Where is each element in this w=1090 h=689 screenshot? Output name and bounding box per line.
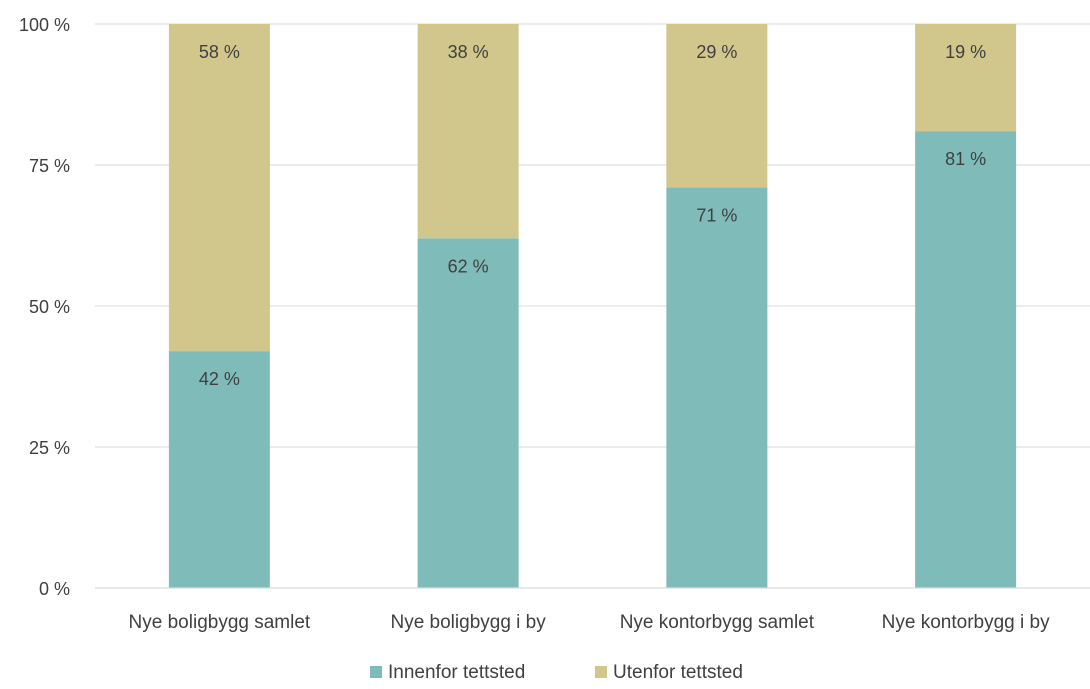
x-category-label: Nye kontorbygg i by <box>882 612 1050 633</box>
bar-utenfor-1 <box>417 24 519 239</box>
data-label: 62 % <box>448 256 489 276</box>
x-category-label: Nye boligbygg i by <box>390 612 546 633</box>
data-labels: 42 % 58 % 62 % 38 % 71 % 29 % 81 % 19 % <box>199 42 986 389</box>
y-tick-label: 100 % <box>19 15 70 35</box>
x-category-label: Nye boligbygg samlet <box>129 612 311 633</box>
y-tick-label: 0 % <box>39 579 70 599</box>
data-label: 38 % <box>448 42 489 62</box>
legend-label-innenfor: Innenfor tettsted <box>388 662 525 683</box>
bar-utenfor-2 <box>666 24 768 188</box>
bar-innenfor-0 <box>168 351 270 588</box>
x-category-label: Nye kontorbygg samlet <box>620 612 815 633</box>
y-tick-label: 25 % <box>29 438 70 458</box>
legend-swatch-utenfor <box>595 666 607 678</box>
data-label: 71 % <box>696 206 737 226</box>
bar-utenfor-3 <box>915 24 1017 132</box>
data-label: 58 % <box>199 42 240 62</box>
bar-innenfor-3 <box>915 131 1017 588</box>
data-label: 19 % <box>945 42 986 62</box>
bars <box>168 24 1017 588</box>
bar-innenfor-2 <box>666 187 768 588</box>
data-label: 81 % <box>945 149 986 169</box>
bar-innenfor-1 <box>417 238 519 588</box>
data-label: 29 % <box>696 42 737 62</box>
data-label: 42 % <box>199 369 240 389</box>
legend-label-utenfor: Utenfor tettsted <box>613 662 743 683</box>
legend: Innenfor tettsted Utenfor tettsted <box>370 662 743 683</box>
legend-swatch-innenfor <box>370 666 382 678</box>
y-tick-label: 75 % <box>29 156 70 176</box>
axes: 0 % 25 % 50 % 75 % 100 % Nye boligbygg samlet… <box>19 15 1090 633</box>
bar-utenfor-0 <box>168 24 270 352</box>
y-tick-label: 50 % <box>29 297 70 317</box>
